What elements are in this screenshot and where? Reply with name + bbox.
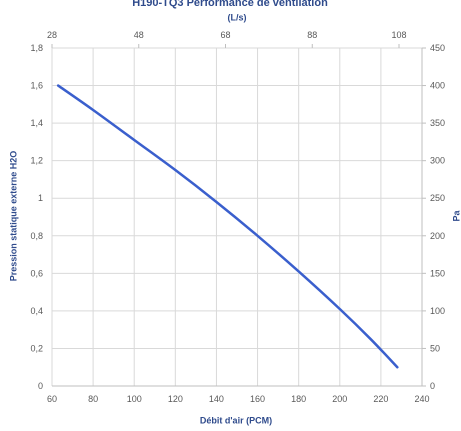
- performance-curve: [56, 84, 399, 369]
- x-tick-label: 180: [291, 394, 306, 404]
- right-tick-label: 300: [430, 156, 445, 166]
- series-layer: [56, 84, 399, 369]
- right-axis-title: Pa: [451, 210, 461, 222]
- axes: 60 80 100 120 140 160 180 200 220 24000,20,40,60,…: [30, 30, 445, 404]
- x-tick-label: 140: [209, 394, 224, 404]
- top-tick-label: 108: [391, 30, 406, 40]
- y-tick-label: 0,2: [30, 343, 43, 353]
- y-axis-title: Pression statique externe H2O: [8, 151, 18, 282]
- right-tick-label: 250: [430, 193, 445, 203]
- right-tick-label: 200: [430, 231, 445, 241]
- right-tick-label: 350: [430, 118, 445, 128]
- chart-title: H190-TQ3 Performance de ventilation: [132, 0, 328, 9]
- x-axis-title: Débit d'air (PCM): [200, 415, 272, 425]
- y-tick-label: 1,8: [30, 43, 43, 53]
- top-tick-label: 68: [220, 30, 230, 40]
- x-tick-label: 120: [168, 394, 183, 404]
- x-tick-label: 60: [47, 394, 57, 404]
- x-tick-label: 240: [414, 394, 429, 404]
- y-tick-label: 0,8: [30, 231, 43, 241]
- y-tick-label: 0: [38, 381, 43, 391]
- right-tick-label: 100: [430, 306, 445, 316]
- right-tick-label: 450: [430, 43, 445, 53]
- top-tick-label: 28: [47, 30, 57, 40]
- right-tick-label: 50: [430, 343, 440, 353]
- top-tick-label: 88: [307, 30, 317, 40]
- y-tick-label: 0,4: [30, 306, 43, 316]
- x-tick-label: 80: [88, 394, 98, 404]
- right-tick-label: 150: [430, 268, 445, 278]
- x-tick-label: 200: [332, 394, 347, 404]
- y-tick-label: 0,6: [30, 268, 43, 278]
- x-tick-label: 100: [127, 394, 142, 404]
- top-tick-label: 48: [134, 30, 144, 40]
- y-tick-label: 1,4: [30, 118, 43, 128]
- right-tick-label: 400: [430, 81, 445, 91]
- y-tick-label: 1,6: [30, 81, 43, 91]
- y-tick-label: 1,2: [30, 156, 43, 166]
- x-tick-label: 220: [373, 394, 388, 404]
- x-tick-label: 160: [250, 394, 265, 404]
- top-axis-title: (L/s): [228, 12, 247, 22]
- right-tick-label: 0: [430, 381, 435, 391]
- y-tick-label: 1: [38, 193, 43, 203]
